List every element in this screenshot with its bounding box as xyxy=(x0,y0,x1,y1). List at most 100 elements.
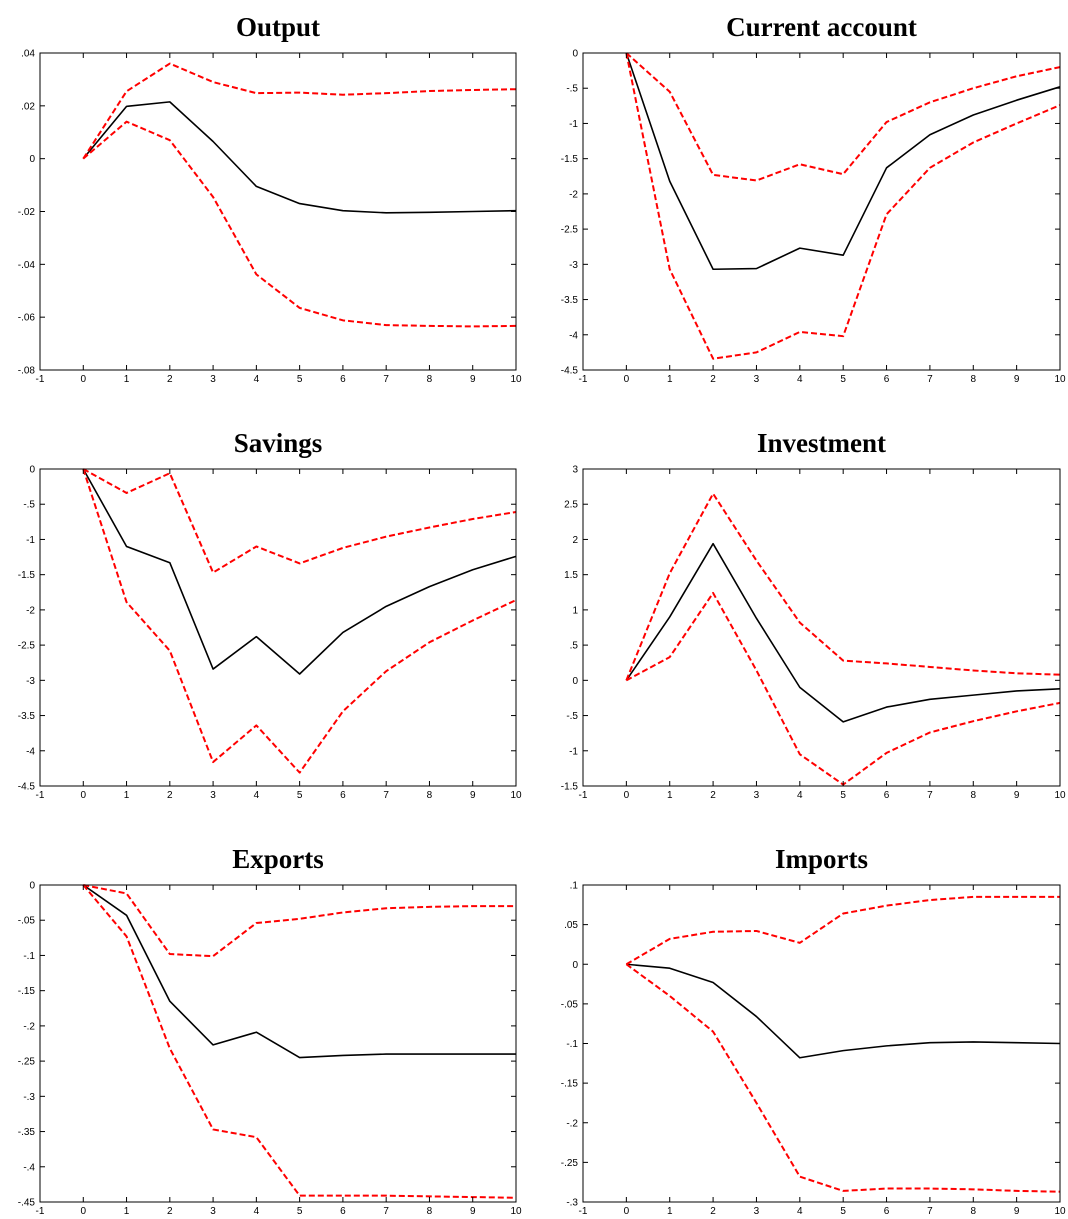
x-tick-label: 1 xyxy=(124,790,130,801)
y-tick-label: -3 xyxy=(26,676,35,687)
axes-frame xyxy=(582,52,1061,371)
x-tick-label: 7 xyxy=(383,1206,389,1217)
x-tick-label: 5 xyxy=(297,1206,303,1217)
y-tick-label: -.5 xyxy=(23,500,35,511)
x-tick-label: 10 xyxy=(510,374,522,385)
y-tick-label: -2 xyxy=(26,605,35,616)
y-tick-label: -1.5 xyxy=(561,154,579,165)
x-tick-label: 8 xyxy=(970,374,976,385)
x-tick-label: -1 xyxy=(36,1206,45,1217)
y-tick-label: -.08 xyxy=(18,366,36,377)
y-tick-label: -.3 xyxy=(23,1092,35,1103)
panel-4: Exports -1 0 1 2 3 4 5 6 7 8 9 10 -.45 -.4 -.35 -.3 -.25 -… xyxy=(18,844,522,1217)
x-tick-label: 4 xyxy=(797,790,803,801)
y-tick-label: .05 xyxy=(564,920,578,931)
x-tick-label: 9 xyxy=(470,374,476,385)
x-tick-label: 8 xyxy=(427,374,433,385)
x-tick-label: 3 xyxy=(210,1206,216,1217)
y-tick-label: .1 xyxy=(570,881,579,892)
band-line-2 xyxy=(82,468,517,774)
y-tick-label: 0 xyxy=(572,960,578,971)
y-tick-label: -.15 xyxy=(18,986,36,997)
x-tick-label: 9 xyxy=(1014,374,1020,385)
band-line-1 xyxy=(625,895,1060,966)
y-tick-label: 1 xyxy=(572,605,578,616)
x-tick-label: -1 xyxy=(36,790,45,801)
x-tick-label: 1 xyxy=(124,1206,130,1217)
band-line-1 xyxy=(83,884,516,958)
y-tick-label: .02 xyxy=(21,101,35,112)
response-line-0 xyxy=(625,52,1061,271)
y-tick-label: -4.5 xyxy=(561,366,579,377)
x-tick-label: 10 xyxy=(1054,1206,1066,1217)
axes-frame xyxy=(39,468,517,787)
y-tick-label: -.15 xyxy=(561,1079,579,1090)
x-tick-label: -1 xyxy=(579,790,588,801)
y-tick-label: -.4 xyxy=(23,1162,35,1173)
x-tick-label: -1 xyxy=(579,374,588,385)
panel-title: Exports xyxy=(232,844,324,874)
x-tick-label: 9 xyxy=(1014,790,1020,801)
y-tick-label: -.3 xyxy=(566,1198,578,1209)
x-tick-label: 9 xyxy=(1014,1206,1020,1217)
x-tick-label: 10 xyxy=(1054,374,1066,385)
y-tick-label: -.05 xyxy=(18,916,36,927)
response-line-0 xyxy=(625,542,1061,723)
x-tick-label: 4 xyxy=(254,1206,260,1217)
axes-frame xyxy=(39,884,517,1203)
y-tick-label: -1.5 xyxy=(561,782,579,793)
response-line-0 xyxy=(82,884,516,1059)
y-tick-label: -.06 xyxy=(18,313,36,324)
x-tick-label: 1 xyxy=(667,1206,673,1217)
panel-title: Output xyxy=(236,12,320,42)
x-tick-label: -1 xyxy=(579,1206,588,1217)
panel-1: Current account -1 0 1 2 3 4 5 6 7 8 9 10 -4.5 -4 -3.5 -… xyxy=(561,12,1066,385)
x-tick-label: 2 xyxy=(167,790,173,801)
y-tick-label: -.2 xyxy=(566,1118,578,1129)
x-tick-label: 6 xyxy=(340,790,346,801)
y-tick-label: -1 xyxy=(569,746,578,757)
x-tick-label: 7 xyxy=(383,790,389,801)
y-tick-label: 2.5 xyxy=(564,500,578,511)
x-tick-label: 6 xyxy=(884,790,890,801)
x-tick-label: 2 xyxy=(167,1206,173,1217)
x-tick-label: 9 xyxy=(470,1206,476,1217)
panel-title: Savings xyxy=(234,428,323,458)
x-tick-label: 4 xyxy=(254,374,260,385)
x-tick-label: 8 xyxy=(427,1206,433,1217)
x-tick-label: 0 xyxy=(80,374,86,385)
panel-2: Savings -1 0 1 2 3 4 5 6 7 8 9 10 -4.5 -4 -3.5 -3 -2.5 -2 -… xyxy=(18,428,522,801)
y-tick-label: -4 xyxy=(26,746,35,757)
x-tick-label: 5 xyxy=(840,1206,846,1217)
y-tick-label: -.5 xyxy=(566,84,578,95)
x-tick-label: 7 xyxy=(927,1206,933,1217)
band-line-1 xyxy=(625,492,1061,681)
y-tick-label: -.02 xyxy=(18,207,36,218)
y-tick-label: -3.5 xyxy=(18,711,36,722)
x-tick-label: 2 xyxy=(710,374,716,385)
y-tick-label: -4 xyxy=(569,330,578,341)
band-line-2 xyxy=(82,884,517,1199)
y-tick-label: -1 xyxy=(26,535,35,546)
y-tick-label: -.35 xyxy=(18,1127,36,1138)
panel-title: Current account xyxy=(726,12,917,42)
y-tick-label: 1.5 xyxy=(564,570,578,581)
x-tick-label: 8 xyxy=(970,790,976,801)
band-line-2 xyxy=(625,591,1061,786)
y-tick-label: .5 xyxy=(570,641,579,652)
x-tick-label: 3 xyxy=(754,1206,760,1217)
panel-3: Investment-1 0 1 2 3 4 5 6 7 8 9 10-1.5-1-.50.511.5… xyxy=(561,428,1066,801)
y-tick-label: -3.5 xyxy=(561,295,579,306)
x-tick-label: 5 xyxy=(297,374,303,385)
x-tick-label: 2 xyxy=(710,1206,716,1217)
y-tick-label: -.1 xyxy=(566,1039,578,1050)
y-tick-label: 3 xyxy=(572,465,578,476)
y-tick-label: -.1 xyxy=(23,951,35,962)
panel-5: Imports -1 0 1 2 3 4 5 6 7 8 9 10 -.3 -.25 -.2 -.15 -.1 -.… xyxy=(561,844,1066,1217)
axes-frame xyxy=(582,468,1061,787)
band-line-1 xyxy=(82,468,517,574)
x-tick-label: 0 xyxy=(624,790,630,801)
y-tick-label: 0 xyxy=(29,881,35,892)
x-tick-label: 10 xyxy=(510,1206,522,1217)
